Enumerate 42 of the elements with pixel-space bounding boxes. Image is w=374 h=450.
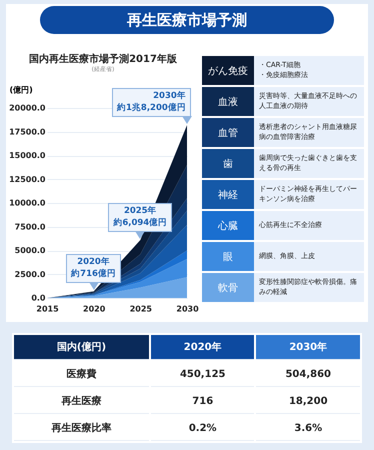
x-tick-label: 2030 bbox=[176, 304, 200, 314]
text: 504,860 bbox=[256, 362, 360, 387]
chart-title: 再生医療市場予測 bbox=[40, 6, 334, 34]
text: がん免疫 bbox=[202, 56, 254, 85]
text: 眼 bbox=[202, 242, 254, 271]
text: 3.6% bbox=[256, 416, 360, 441]
text: 再生医療 bbox=[14, 389, 149, 414]
annotation: 約1兆8,200億円 bbox=[117, 102, 186, 114]
y-tick-label: 7500.0 bbox=[14, 222, 46, 232]
text: 血管 bbox=[202, 118, 254, 147]
text: 国内(億円) bbox=[14, 335, 149, 360]
text: 0.2% bbox=[150, 416, 254, 441]
text: 再生医療比率 bbox=[14, 416, 149, 441]
text: 2020年 bbox=[150, 335, 254, 360]
y-tick-label: 5000.0 bbox=[14, 246, 46, 255]
text: 血液 bbox=[202, 87, 254, 116]
annotation: 2020年 bbox=[76, 257, 111, 268]
x-tick-label: 2020 bbox=[83, 304, 106, 314]
text: 軟骨 bbox=[202, 273, 254, 302]
text: 心臓 bbox=[202, 211, 254, 240]
y-axis-title: (億円) bbox=[10, 86, 33, 94]
chart-subtitle: 国内再生医療市場予測2017年版 bbox=[28, 52, 178, 66]
annotation: 2030年 bbox=[152, 91, 186, 102]
text: 450,125 bbox=[150, 362, 254, 387]
text: 医療費 bbox=[14, 362, 149, 387]
text: 716 bbox=[150, 389, 254, 414]
annotation: 約6,094億円 bbox=[113, 218, 168, 230]
text: 歯 bbox=[202, 149, 254, 178]
text: 神経 bbox=[202, 180, 254, 209]
x-tick-label: 2015 bbox=[36, 304, 60, 314]
y-tick-label: 2500.0 bbox=[14, 270, 46, 279]
y-tick-label: 17500.0 bbox=[9, 127, 46, 136]
y-tick-label: 10000.0 bbox=[9, 198, 46, 208]
x-tick-label: 2025 bbox=[130, 304, 152, 314]
text: 18,200 bbox=[256, 389, 360, 414]
annotation: 約716億円 bbox=[71, 268, 116, 280]
annotation: 2025年 bbox=[122, 206, 158, 218]
text: 2030年 bbox=[256, 335, 360, 360]
y-tick-label: 0.0 bbox=[31, 294, 46, 302]
y-tick-label: 15000.0 bbox=[9, 151, 46, 160]
y-tick-label: 20000.0 bbox=[9, 104, 46, 112]
y-tick-label: 12500.0 bbox=[9, 174, 46, 184]
